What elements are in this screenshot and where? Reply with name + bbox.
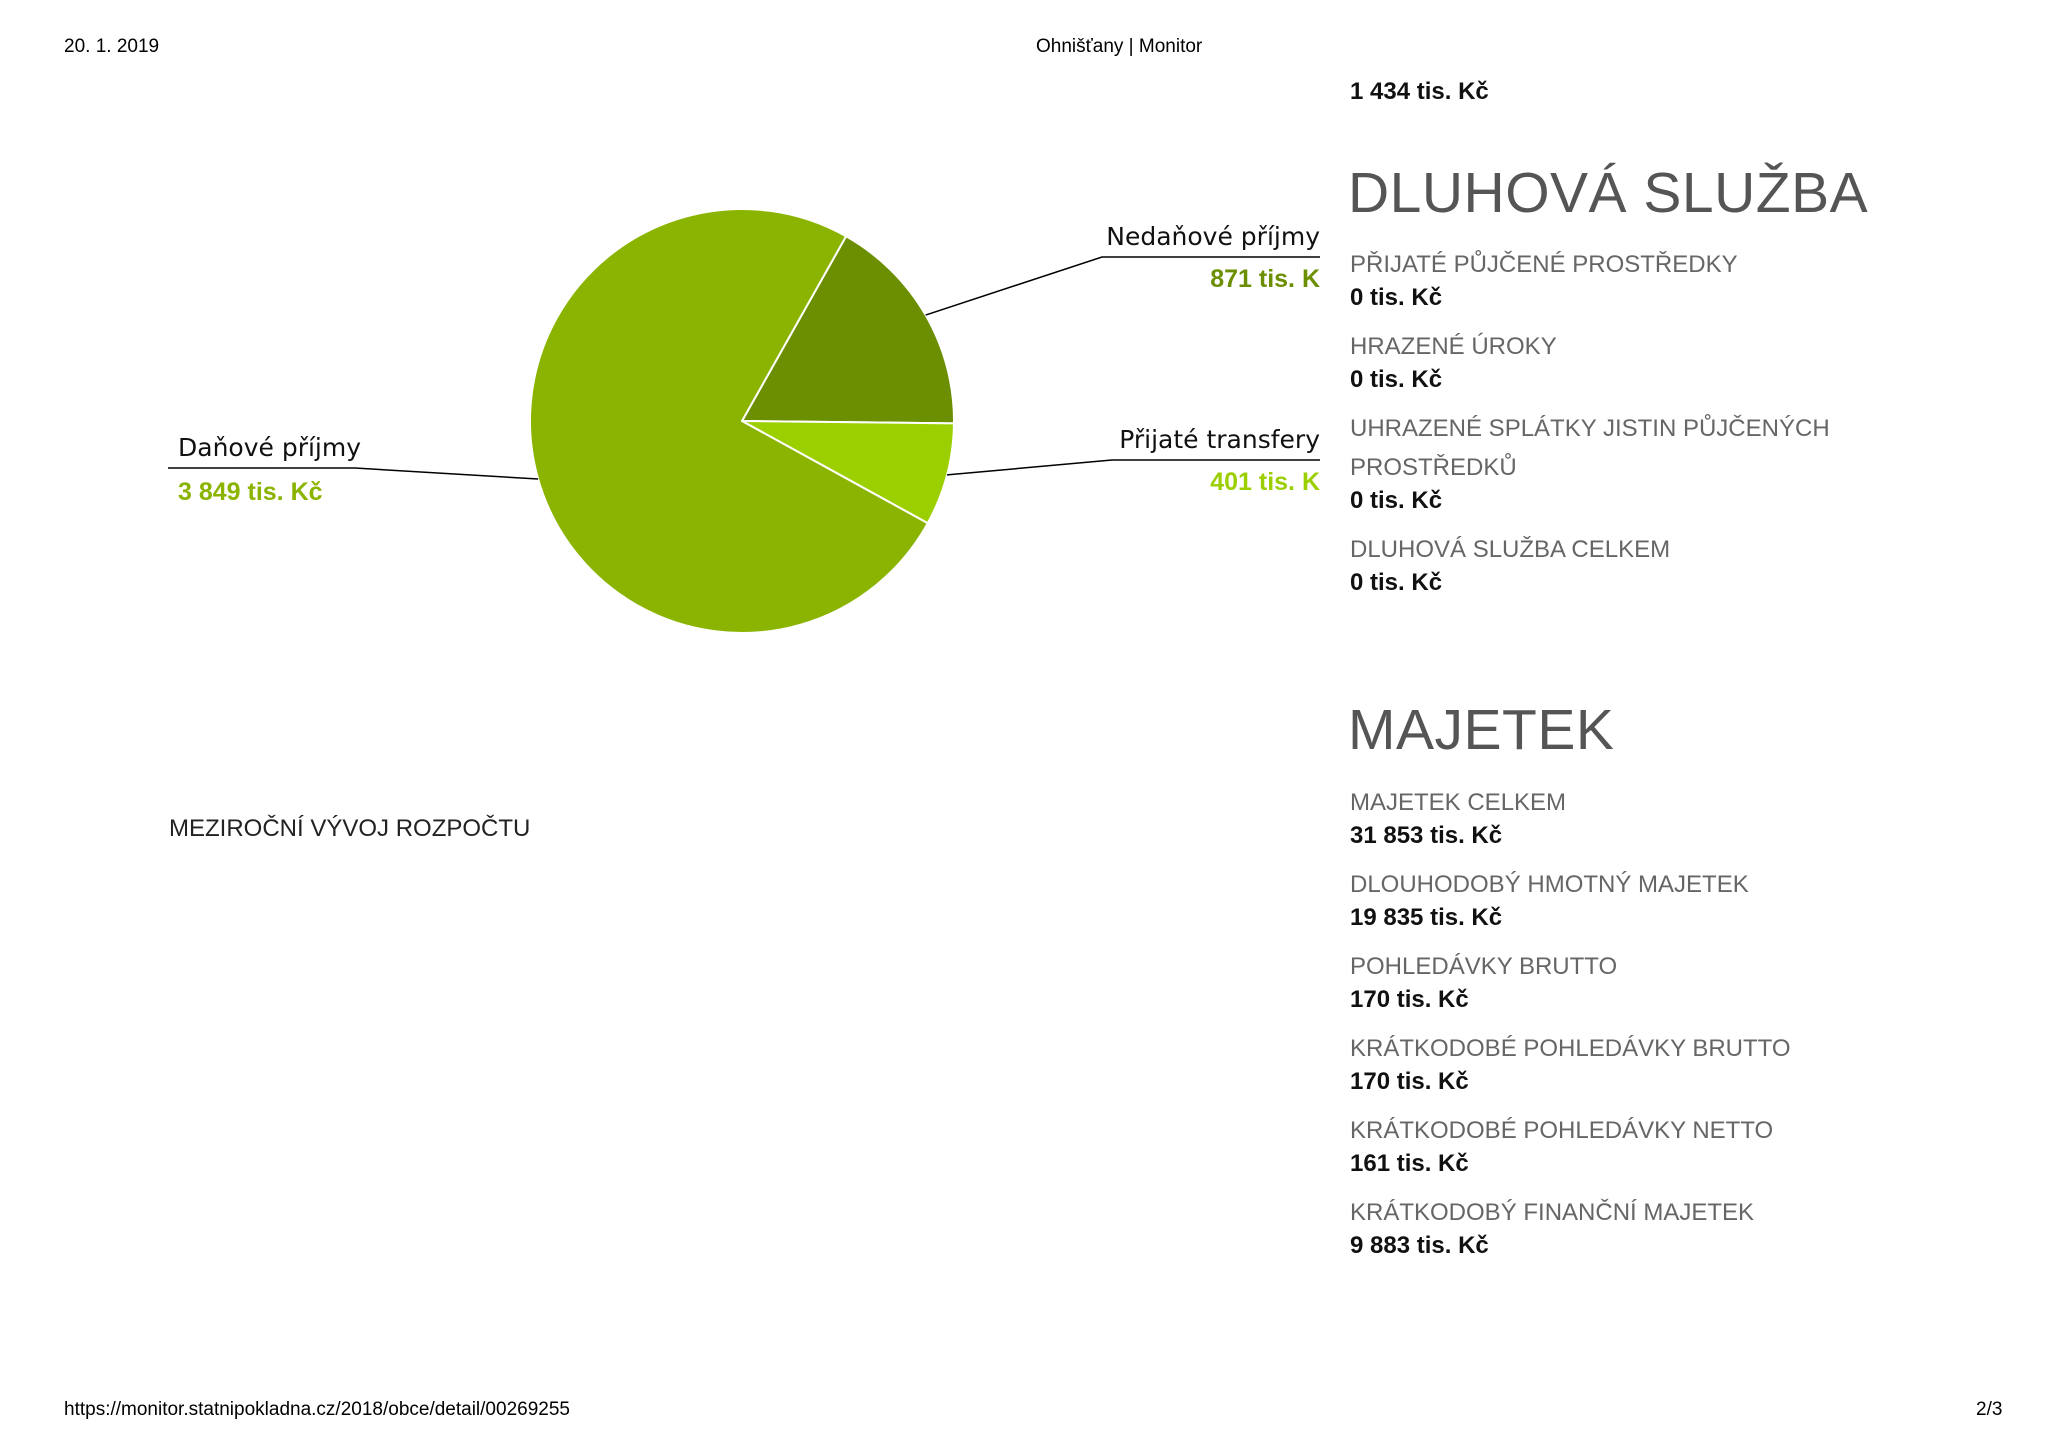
- debt-item: DLUHOVÁ SLUŽBA CELKEM 0 tis. Kč: [1350, 530, 1910, 597]
- pie-labels: Daňové příjmy 3 849 tis. Kč Nedaňové příjm…: [178, 222, 1320, 506]
- debt-item-value: 0 tis. Kč: [1350, 284, 1443, 311]
- chart-heading: MEZIROČNÍ VÝVOJ ROZPOČTU: [169, 815, 531, 842]
- asset-item-value: 161 tis. Kč: [1350, 1150, 1469, 1177]
- pie-slice-value: 871 tis. K: [1210, 265, 1320, 293]
- print-page-number: 2/3: [1976, 1399, 2003, 1420]
- pie-slice-value: 3 849 tis. Kč: [178, 478, 323, 506]
- pie-slice: [740, 234, 955, 425]
- asset-item-label: KRÁTKODOBÝ FINANČNÍ MAJETEK: [1350, 1199, 1755, 1226]
- debt-item-value: 0 tis. Kč: [1350, 569, 1443, 596]
- budget-income-pie-chart: Daňové příjmy 3 849 tis. Kč Nedaňové příjm…: [168, 208, 1320, 634]
- debt-item-label: UHRAZENÉ SPLÁTKY JISTIN PŮJČENÝCH PROSTŘ…: [1350, 415, 1830, 481]
- asset-item: KRÁTKODOBÝ FINANČNÍ MAJETEK 9 883 tis. K…: [1350, 1193, 1910, 1260]
- assets-title: MAJETEK: [1348, 698, 1615, 762]
- asset-item-value: 31 853 tis. Kč: [1350, 822, 1503, 849]
- pie-leader-line: [946, 459, 1320, 476]
- debt-item: PŘIJATÉ PŮJČENÉ PROSTŘEDKY 0 tis. Kč: [1350, 245, 1910, 312]
- asset-item-value: 9 883 tis. Kč: [1350, 1232, 1489, 1259]
- asset-item-value: 19 835 tis. Kč: [1350, 904, 1503, 931]
- asset-item-label: MAJETEK CELKEM: [1350, 789, 1567, 816]
- pie-slice-label: Přijaté transfery: [1119, 425, 1320, 454]
- pie-slice-label: Nedaňové příjmy: [1106, 222, 1320, 251]
- pie-leader-line: [168, 467, 539, 480]
- debt-item-value: 0 tis. Kč: [1350, 487, 1443, 514]
- asset-item-label: DLOUHODOBÝ HMOTNÝ MAJETEK: [1350, 871, 1749, 898]
- asset-item: KRÁTKODOBÉ POHLEDÁVKY BRUTTO 170 tis. Kč: [1350, 1029, 1910, 1096]
- asset-item: MAJETEK CELKEM 31 853 tis. Kč: [1350, 783, 1910, 850]
- debt-item-label: DLUHOVÁ SLUŽBA CELKEM: [1350, 536, 1671, 563]
- debt-service-title: DLUHOVÁ SLUŽBA: [1348, 161, 1869, 225]
- print-date: 20. 1. 2019: [64, 36, 160, 57]
- pie-slice-label: Daňové příjmy: [178, 433, 361, 462]
- asset-item-value: 170 tis. Kč: [1350, 1068, 1469, 1095]
- print-page-title: Ohnišťany | Monitor: [1036, 36, 1203, 57]
- debt-service-list: PŘIJATÉ PŮJČENÉ PROSTŘEDKY 0 tis. Kč HRA…: [1350, 245, 1910, 612]
- assets-list: MAJETEK CELKEM 31 853 tis. Kč DLOUHODOBÝ…: [1350, 783, 1910, 1275]
- pie-slice: [741, 420, 955, 525]
- print-url: https://monitor.statnipokladna.cz/2018/o…: [64, 1399, 570, 1420]
- pie-slice-value: 401 tis. K: [1210, 468, 1320, 496]
- asset-item-value: 170 tis. Kč: [1350, 986, 1469, 1013]
- pie-leader-line: [925, 256, 1320, 316]
- debt-item: UHRAZENÉ SPLÁTKY JISTIN PŮJČENÝCH PROSTŘ…: [1350, 409, 1910, 515]
- asset-item: DLOUHODOBÝ HMOTNÝ MAJETEK 19 835 tis. Kč: [1350, 865, 1910, 932]
- debt-item-value: 0 tis. Kč: [1350, 366, 1443, 393]
- pie-leader-lines: [168, 256, 1320, 480]
- asset-item-label: KRÁTKODOBÉ POHLEDÁVKY NETTO: [1350, 1117, 1774, 1144]
- debt-item-label: HRAZENÉ ÚROKY: [1350, 333, 1557, 360]
- asset-item: POHLEDÁVKY BRUTTO 170 tis. Kč: [1350, 947, 1910, 1014]
- asset-item-label: KRÁTKODOBÉ POHLEDÁVKY BRUTTO: [1350, 1035, 1791, 1062]
- debt-item-label: PŘIJATÉ PŮJČENÉ PROSTŘEDKY: [1350, 251, 1738, 278]
- asset-item: KRÁTKODOBÉ POHLEDÁVKY NETTO 161 tis. Kč: [1350, 1111, 1910, 1178]
- top-value: 1 434 tis. Kč: [1350, 78, 1489, 105]
- debt-item: HRAZENÉ ÚROKY 0 tis. Kč: [1350, 327, 1910, 394]
- pie-slice: [529, 208, 930, 634]
- pie-slices: [529, 208, 955, 634]
- asset-item-label: POHLEDÁVKY BRUTTO: [1350, 953, 1618, 980]
